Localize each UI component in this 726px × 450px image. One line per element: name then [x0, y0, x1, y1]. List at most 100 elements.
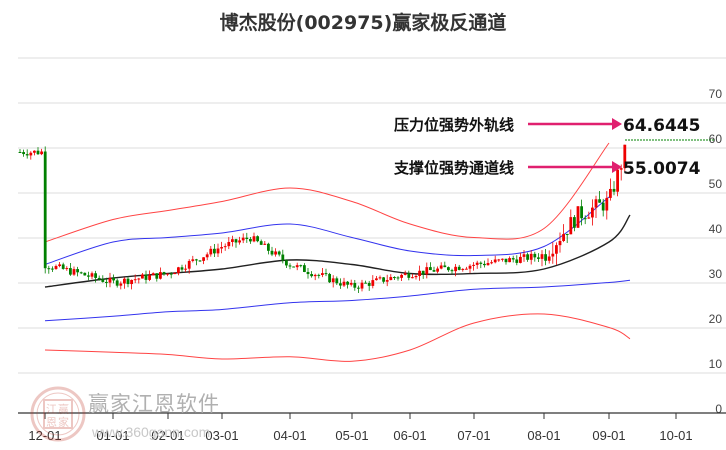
- candle: [328, 273, 331, 283]
- candle: [317, 274, 321, 276]
- candle: [551, 253, 555, 257]
- candle: [375, 278, 378, 281]
- candle: [234, 239, 238, 243]
- candle: [522, 254, 526, 257]
- candle: [411, 277, 414, 279]
- annotation-upper: 压力位强势外轨线 64.6445: [394, 116, 700, 136]
- gridlines: [18, 57, 726, 374]
- x-tick-label: 04-01: [273, 428, 306, 443]
- candle: [616, 169, 619, 192]
- candle: [303, 265, 306, 272]
- lower-annotation-value: 55.0074: [623, 159, 701, 179]
- upper-annotation-value: 64.6445: [623, 116, 700, 136]
- candle: [299, 265, 303, 267]
- candle: [115, 280, 119, 286]
- candle: [432, 270, 436, 272]
- candle: [72, 269, 76, 275]
- candle: [83, 272, 87, 276]
- candle: [537, 257, 540, 259]
- candle: [79, 272, 83, 274]
- candle: [475, 262, 479, 265]
- band-line: [44, 214, 631, 288]
- candle: [43, 151, 47, 269]
- candle: [321, 273, 324, 276]
- candle: [238, 240, 241, 243]
- candle: [623, 144, 627, 169]
- candle: [105, 281, 108, 283]
- candle: [223, 246, 227, 248]
- channel-bands: [44, 142, 631, 362]
- candle: [220, 247, 223, 249]
- candle: [389, 277, 393, 281]
- candle: [483, 263, 486, 266]
- candle: [540, 254, 544, 259]
- candle: [198, 260, 202, 262]
- candle: [288, 265, 292, 267]
- x-tick-label: 12-01: [28, 428, 61, 443]
- candle: [385, 280, 389, 282]
- candle: [159, 272, 162, 279]
- candle: [529, 253, 533, 260]
- candle: [36, 150, 40, 155]
- candle: [501, 258, 504, 260]
- candle: [51, 268, 54, 270]
- candle: [292, 266, 295, 268]
- candle: [339, 283, 342, 286]
- candle: [227, 241, 231, 247]
- y-tick-label: 70: [709, 87, 723, 101]
- candle: [87, 275, 90, 277]
- candle: [396, 277, 400, 279]
- candle: [403, 273, 407, 275]
- y-axis-labels: 0 10 20 30 40 50 60 70: [709, 87, 723, 416]
- candle: [335, 278, 339, 284]
- candle: [101, 279, 105, 282]
- candle: [573, 217, 576, 228]
- candle: [256, 236, 259, 242]
- band-line: [44, 196, 610, 265]
- candle: [558, 241, 562, 246]
- x-tick-label: 05-01: [335, 428, 368, 443]
- y-tick-label: 40: [709, 222, 723, 236]
- candle: [508, 258, 511, 263]
- candle: [277, 251, 281, 255]
- candle: [205, 254, 209, 258]
- candle: [33, 150, 36, 153]
- candle: [151, 273, 155, 276]
- candle: [144, 274, 148, 280]
- candle: [112, 277, 115, 281]
- candle: [591, 207, 594, 218]
- candle: [436, 268, 439, 272]
- candle: [461, 268, 465, 270]
- candle: [245, 237, 249, 239]
- candle: [25, 154, 29, 156]
- candle: [285, 260, 288, 266]
- candle: [486, 263, 490, 266]
- x-axis: 12-01 01-01 02-01 03-01 04-01 05-01 06-01 07-01…: [18, 412, 726, 443]
- candle: [331, 278, 335, 283]
- candle: [29, 152, 33, 156]
- candle: [407, 273, 411, 278]
- candle: [605, 197, 609, 211]
- x-tick-label: 10-01: [659, 428, 692, 443]
- candle: [360, 282, 364, 289]
- candle: [619, 168, 623, 170]
- candle: [191, 259, 195, 261]
- candle: [418, 270, 421, 276]
- band-line: [44, 313, 631, 362]
- candle: [400, 274, 403, 278]
- candle: [447, 267, 450, 271]
- x-tick-label: 01-01: [96, 428, 129, 443]
- upper-annotation-label: 压力位强势外轨线: [394, 116, 514, 134]
- candle: [184, 268, 187, 270]
- candle: [155, 273, 159, 279]
- candle: [209, 248, 213, 255]
- candle: [594, 199, 598, 208]
- y-tick-label: 20: [709, 312, 723, 326]
- candle: [526, 254, 529, 260]
- candle: [310, 274, 313, 277]
- x-tick-label: 07-01: [457, 428, 490, 443]
- y-tick-label: 10: [709, 357, 723, 371]
- candle: [382, 277, 385, 282]
- candle: [231, 239, 234, 242]
- candle: [342, 281, 346, 286]
